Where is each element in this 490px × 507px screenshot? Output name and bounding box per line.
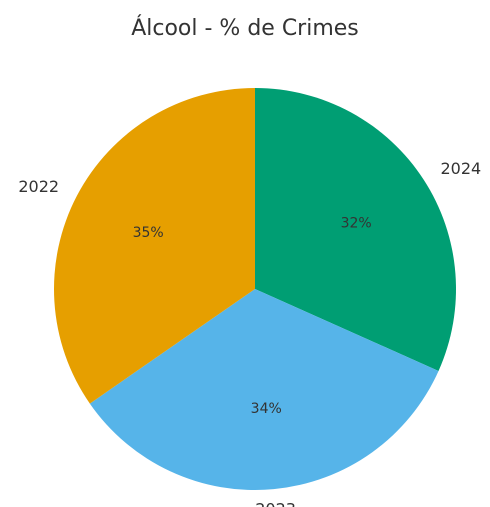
- category-label-2022: 2022: [18, 177, 59, 196]
- pie-slice-2023: [89, 289, 439, 490]
- percent-label-2022: 35%: [133, 225, 164, 241]
- percent-labels: 32% 34% 35%: [133, 215, 372, 417]
- category-label-2023: 2023: [255, 500, 296, 507]
- category-labels: 2024 2023 2022: [18, 159, 481, 507]
- chart-title: Álcool - % de Crimes: [131, 16, 359, 41]
- category-label-2024: 2024: [440, 159, 481, 178]
- percent-label-2023: 34%: [251, 401, 282, 417]
- percent-label-2024: 32%: [341, 215, 372, 231]
- pie-slice-2022: [54, 87, 256, 404]
- pie-slices: [54, 87, 456, 490]
- pie-slice-2024: [255, 88, 456, 371]
